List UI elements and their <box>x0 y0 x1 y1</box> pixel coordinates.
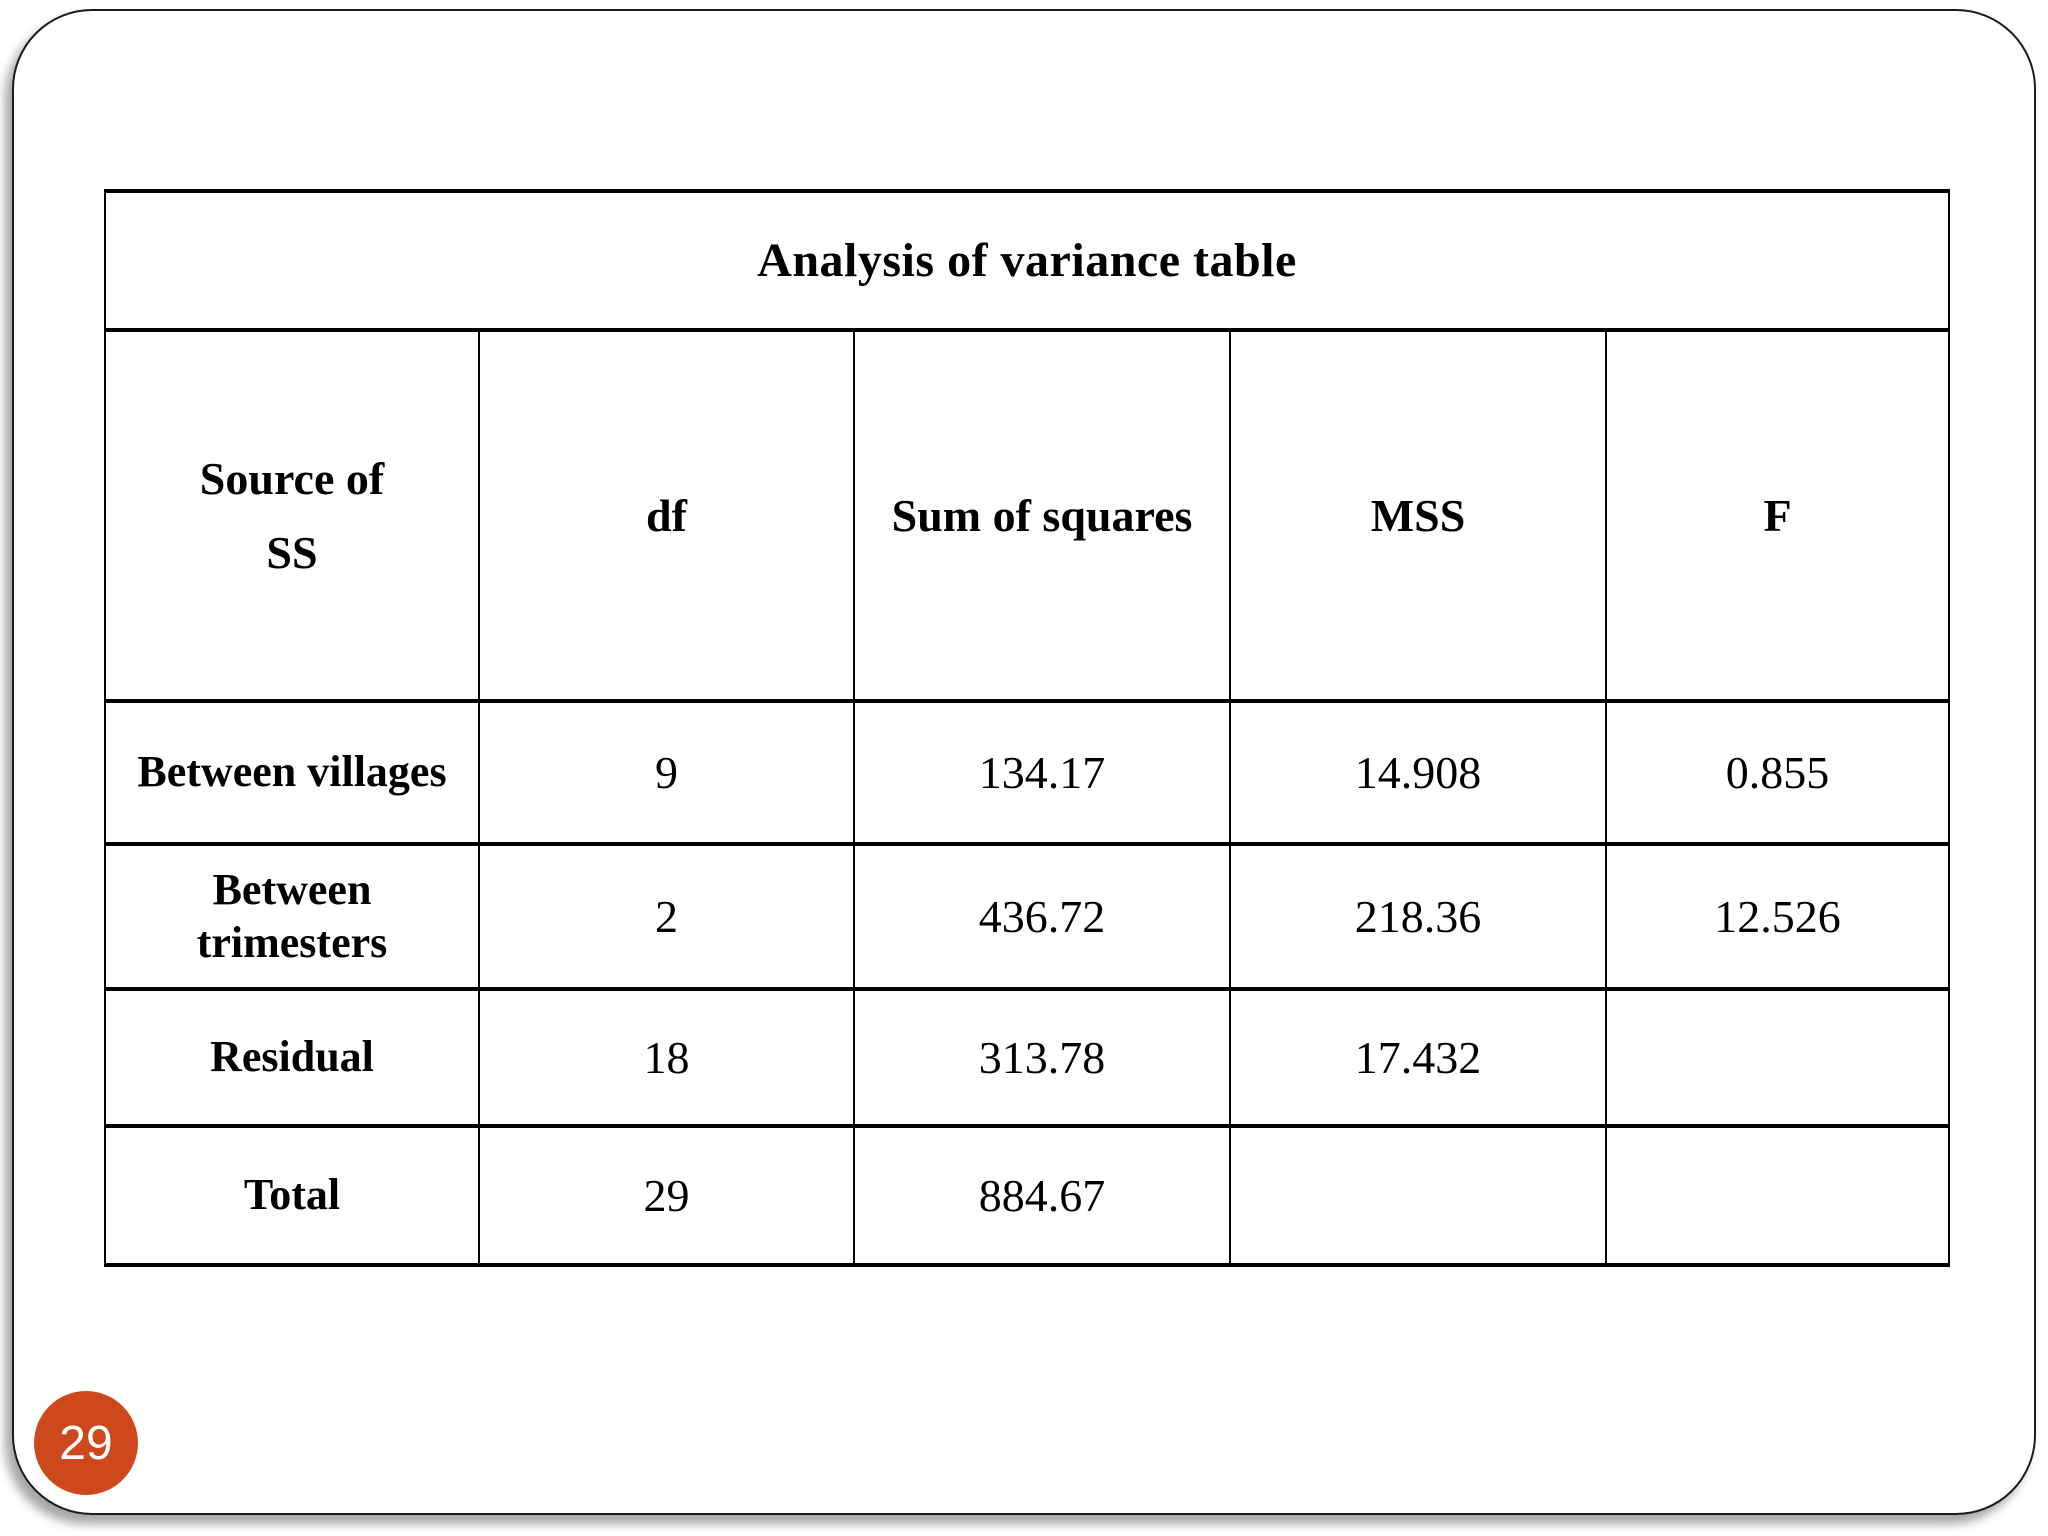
page-number-badge: 29 <box>34 1391 138 1495</box>
row-label: Residual <box>104 987 480 1128</box>
sum-of-squares-value: 313.78 <box>853 987 1231 1128</box>
slide: Analysis of variance table Source of SS … <box>12 9 2036 1515</box>
df-value: 2 <box>478 842 855 991</box>
row-label: Total <box>104 1124 480 1267</box>
table-row-between-trimesters: Between trimesters 2 436.72 218.36 12.52… <box>104 842 1950 991</box>
mss-value: 14.908 <box>1229 699 1607 846</box>
f-value <box>1605 1124 1950 1267</box>
f-value <box>1605 987 1950 1128</box>
table-title-row: Analysis of variance table <box>104 189 1950 332</box>
row-label: Between villages <box>104 699 480 846</box>
df-value: 9 <box>478 699 855 846</box>
column-header-df: df <box>478 328 855 703</box>
table-row-total: Total 29 884.67 <box>104 1124 1950 1267</box>
sum-of-squares-value: 884.67 <box>853 1124 1231 1267</box>
table-row-between-villages: Between villages 9 134.17 14.908 0.855 <box>104 699 1950 846</box>
df-value: 29 <box>478 1124 855 1267</box>
sum-of-squares-value: 436.72 <box>853 842 1231 991</box>
table-row-residual: Residual 18 313.78 17.432 <box>104 987 1950 1128</box>
row-label: Between trimesters <box>104 842 480 991</box>
mss-value <box>1229 1124 1607 1267</box>
column-header-mss: MSS <box>1229 328 1607 703</box>
mss-value: 17.432 <box>1229 987 1607 1128</box>
f-value: 0.855 <box>1605 699 1950 846</box>
mss-value: 218.36 <box>1229 842 1607 991</box>
column-header-source-of-ss: Source of SS <box>104 328 480 703</box>
df-value: 18 <box>478 987 855 1128</box>
anova-table: Analysis of variance table Source of SS … <box>104 189 1950 1267</box>
column-header-sum-of-squares: Sum of squares <box>853 328 1231 703</box>
f-value: 12.526 <box>1605 842 1950 991</box>
sum-of-squares-value: 134.17 <box>853 699 1231 846</box>
table-title: Analysis of variance table <box>104 189 1950 332</box>
column-header-f: F <box>1605 328 1950 703</box>
table-header-row: Source of SS df Sum of squares MSS F <box>104 328 1950 703</box>
